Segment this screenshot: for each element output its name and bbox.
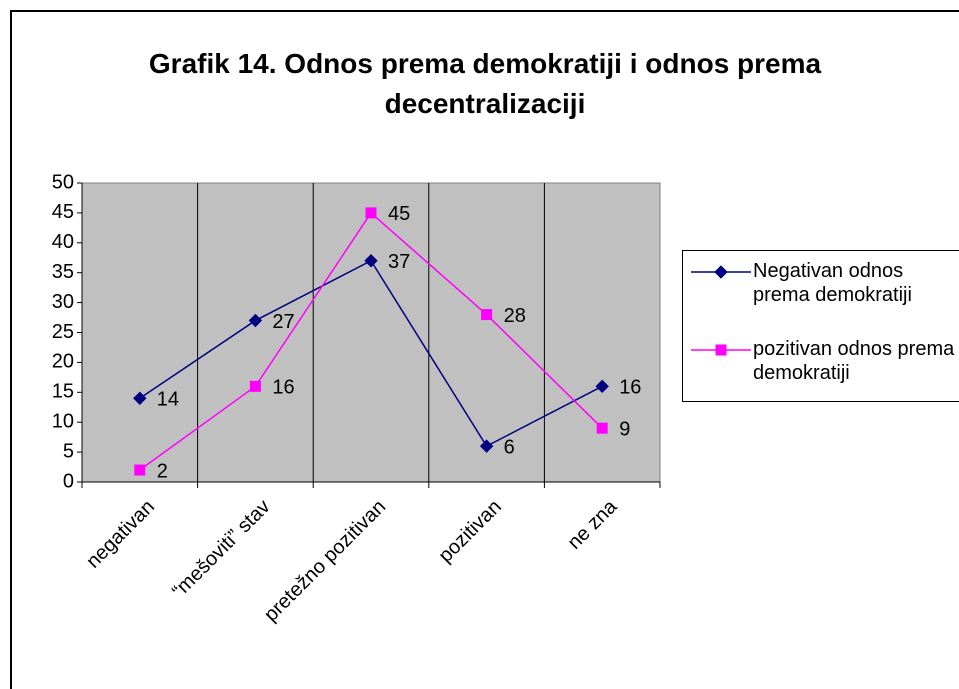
point <box>248 313 263 328</box>
data-label: 6 <box>504 436 515 458</box>
y-tick-label: 35 <box>52 261 74 283</box>
legend-label: Negativan odnos prema demokratiji <box>753 260 912 306</box>
y-tick-label: 25 <box>52 321 74 343</box>
y-tick-label: 45 <box>52 201 74 223</box>
y-tick-label: 5 <box>63 440 74 462</box>
y-tick-label: 40 <box>52 231 74 253</box>
chart-frame <box>10 10 959 689</box>
x-tick-label: negativan <box>82 496 159 573</box>
y-tick-label: 10 <box>52 410 74 432</box>
legend-symbols <box>691 265 751 356</box>
point <box>595 379 609 394</box>
data-label: 16 <box>619 377 641 399</box>
point <box>134 464 146 476</box>
chart-title: Grafik 14. Odnos prema demokratiji i odn… <box>148 48 822 119</box>
x-tick-label: ne zna <box>563 495 622 554</box>
data-label: 14 <box>157 389 179 411</box>
data-label: 28 <box>504 305 526 327</box>
data-label: 2 <box>157 460 168 482</box>
point <box>479 439 494 453</box>
y-tick-label: 50 <box>52 171 74 193</box>
plot-area <box>81 182 661 483</box>
data-label: 45 <box>388 203 410 225</box>
y-tick-label: 30 <box>52 291 74 313</box>
data-label: 9 <box>619 418 630 440</box>
x-tick-label: pozitivan <box>434 496 505 567</box>
point <box>133 391 147 405</box>
point <box>249 380 261 392</box>
data-label: 37 <box>388 251 410 273</box>
point <box>596 422 608 434</box>
point <box>715 344 727 356</box>
legend-label: pozitivan odnos prema demokratiji <box>753 338 955 384</box>
y-tick-label: 20 <box>52 351 74 373</box>
data-label: 27 <box>272 311 294 333</box>
x-tick-label: “mešoviti” stav <box>168 496 275 603</box>
point <box>365 207 377 219</box>
y-tick-label: 15 <box>52 381 74 403</box>
point <box>714 265 728 279</box>
y-tick-label: 0 <box>63 470 74 492</box>
x-tick-label: pretežno pozitivan <box>260 496 390 626</box>
legend: Negativan odnos prema demokratiji poziti… <box>682 250 959 402</box>
point <box>481 309 493 321</box>
point <box>364 254 378 268</box>
data-label: 16 <box>272 377 294 399</box>
